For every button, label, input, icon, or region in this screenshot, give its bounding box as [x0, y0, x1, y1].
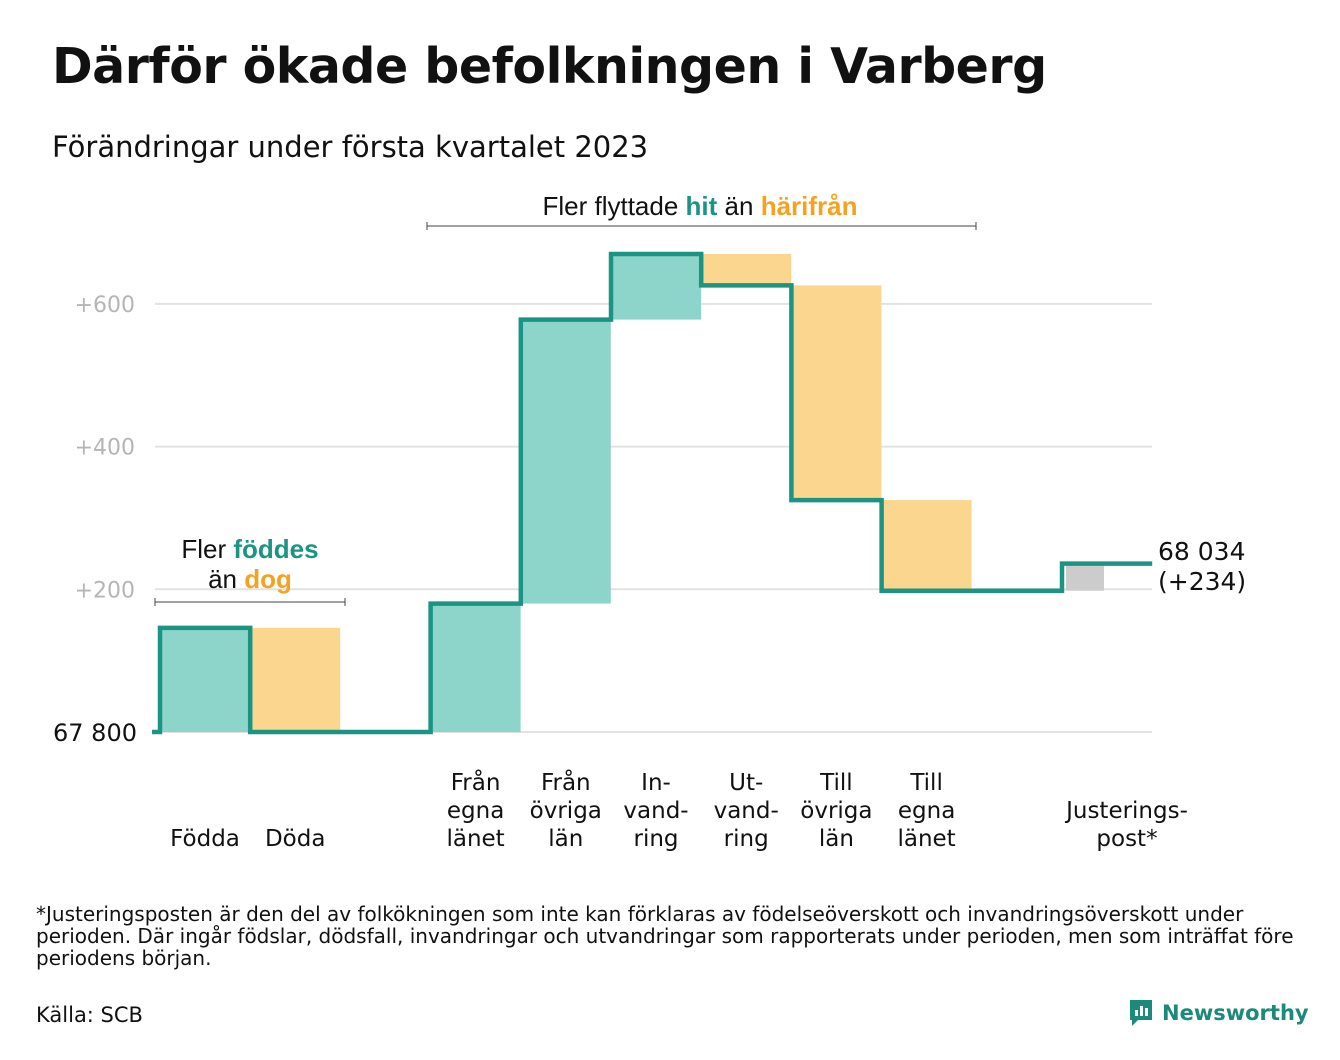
- category-label: övriga: [800, 798, 872, 824]
- y-tick-label: +200: [75, 578, 135, 603]
- category-label: vand-: [623, 798, 688, 824]
- base-value-label: 67 800: [53, 719, 137, 747]
- births-annotation: Fler föddes än dog: [154, 534, 346, 606]
- category-label: Döda: [265, 826, 325, 852]
- category-label: egna: [898, 798, 955, 824]
- category-label: län: [548, 826, 583, 852]
- category-label: övriga: [530, 798, 602, 824]
- newsworthy-logo-text: Newsworthy: [1162, 1001, 1309, 1025]
- births-annotation-line2: än dog: [208, 564, 292, 594]
- y-tick-label: +600: [75, 293, 135, 318]
- category-label: vand-: [714, 798, 779, 824]
- newsworthy-logo-icon: [1130, 1000, 1152, 1026]
- end-value-label: 68 034: [1158, 537, 1245, 566]
- migration-annotation-text: Fler flyttade hit än härifrån: [542, 191, 857, 221]
- chart-title: Därför ökade befolkningen i Varberg: [52, 38, 1047, 95]
- increase-bar: [520, 319, 611, 604]
- category-label: Från: [451, 768, 501, 796]
- category-label: In-: [641, 770, 671, 796]
- increase-bar: [160, 627, 250, 732]
- increase-bar: [611, 253, 701, 320]
- category-label: Födda: [170, 826, 240, 852]
- category-label: ring: [724, 826, 769, 852]
- increase-bar: [430, 603, 521, 732]
- category-label: Justerings-: [1064, 798, 1188, 824]
- category-label: länet: [897, 826, 955, 852]
- migration-annotation: Fler flyttade hit än härifrån: [426, 191, 977, 230]
- end-change-label: (+234): [1158, 567, 1246, 596]
- category-label: post*: [1096, 826, 1157, 852]
- source-label: Källa: SCB: [36, 1003, 143, 1027]
- category-label: Till: [819, 770, 853, 796]
- decrease-bar: [881, 500, 972, 591]
- decrease-bar: [701, 253, 792, 286]
- category-label: Ut-: [729, 770, 763, 796]
- footnote: *Justeringsposten är den del av folkökni…: [36, 902, 1294, 970]
- decrease-bar: [250, 627, 341, 732]
- bars: [160, 253, 1104, 732]
- births-annotation-line1: Fler föddes: [181, 534, 318, 564]
- category-label: län: [819, 826, 854, 852]
- y-tick-label: +400: [75, 436, 135, 461]
- decrease-bar: [791, 285, 882, 501]
- adjustment-bar: [1066, 563, 1104, 591]
- category-label: egna: [447, 798, 504, 824]
- category-label: länet: [446, 826, 504, 852]
- chart-subtitle: Förändringar under första kvartalet 2023: [52, 130, 649, 164]
- category-label: ring: [633, 826, 678, 852]
- category-label: Från: [541, 768, 591, 796]
- cumulative-step-line: [152, 251, 1153, 735]
- newsworthy-logo: Newsworthy: [1128, 998, 1309, 1028]
- category-label: Till: [909, 770, 943, 796]
